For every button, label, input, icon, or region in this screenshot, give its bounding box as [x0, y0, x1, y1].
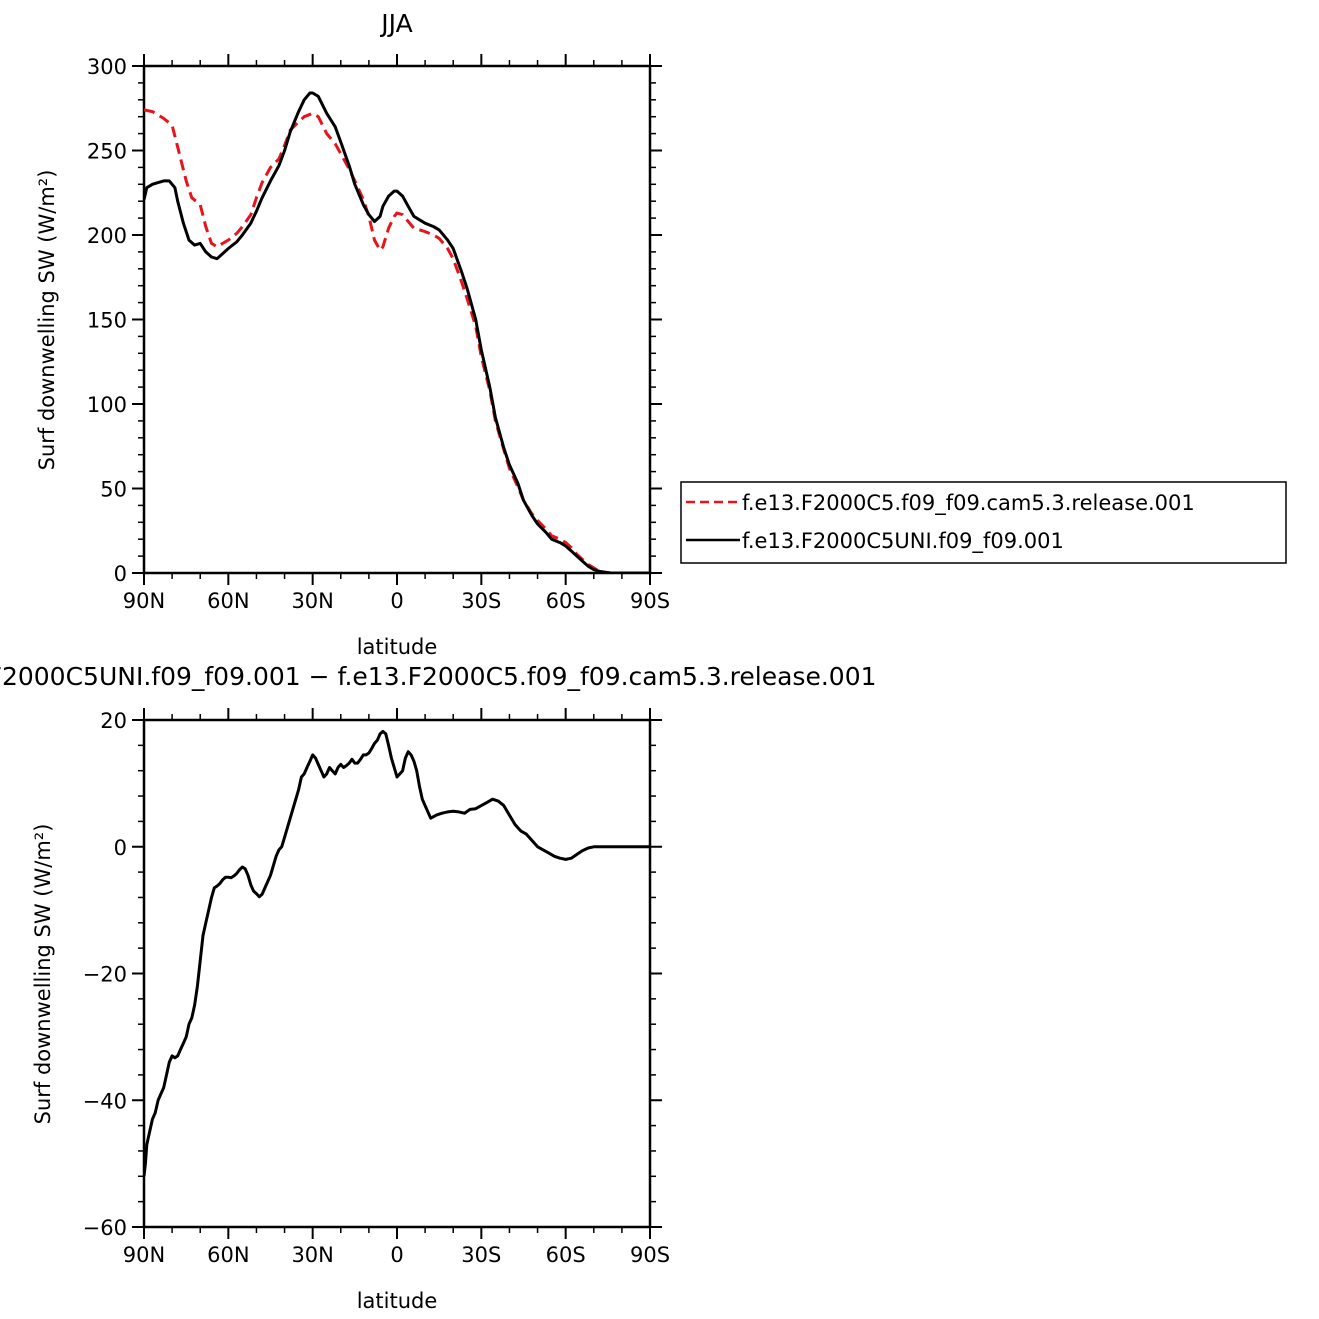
bottom-plot-frame — [142, 718, 652, 1229]
legend-entry-1: f.e13.F2000C5.f09_f09.cam5.3.release.001 — [742, 491, 1195, 516]
top-x-tick-label: 90N — [123, 589, 165, 613]
top-y-tick-label: 200 — [87, 224, 127, 248]
top-title: JJA — [379, 9, 412, 38]
bottom-y-tick-label: −40 — [83, 1089, 127, 1113]
top-y-tick-label: 50 — [100, 478, 127, 502]
bottom-y-axis-label: Surf downwelling SW (W/m²) — [31, 824, 55, 1125]
bottom-series-line-1 — [144, 729, 650, 1177]
top-y-tick-label: 100 — [87, 393, 127, 417]
bottom-y-tick-label: 20 — [100, 709, 127, 733]
bottom-x-tick-label: 30N — [291, 1243, 333, 1267]
bottom-x-tick-label: 90S — [630, 1243, 670, 1267]
bottom-x-tick-label: 60N — [207, 1243, 249, 1267]
top-plot-frame — [142, 64, 652, 575]
bottom-title: f.e13.F2000C5UNI.f09_f09.001 − f.e13.F20… — [0, 662, 876, 691]
top-y-tick-label: 250 — [87, 140, 127, 164]
bottom-x-tick-label: 90N — [123, 1243, 165, 1267]
bottom-x-tick-label: 30S — [461, 1243, 501, 1267]
legend: f.e13.F2000C5.f09_f09.cam5.3.release.001… — [680, 481, 1287, 564]
top-ticks: 90N 60N 30N 0 30S 60S 90S 0 50 100 150 200 250 300 — [87, 54, 670, 613]
top-x-tick-label: 0 — [390, 589, 403, 613]
bottom-series-group — [144, 729, 650, 1177]
bottom-x-axis-label: latitude — [357, 1289, 438, 1313]
bottom-x-tick-label: 60S — [546, 1243, 586, 1267]
top-series-group — [144, 91, 650, 573]
top-y-tick-label: 300 — [87, 55, 127, 79]
top-panel: JJA 90N 60N 30N 0 30S 60S 90S 0 50 100 150 200 250 30… — [35, 9, 670, 659]
legend-entry-2: f.e13.F2000C5UNI.f09_f09.001 — [742, 529, 1064, 554]
top-x-tick-label: 30N — [291, 589, 333, 613]
top-y-axis-label: Surf downwelling SW (W/m²) — [35, 170, 59, 471]
top-x-axis-label: latitude — [357, 635, 438, 659]
top-x-tick-label: 90S — [630, 589, 670, 613]
top-x-tick-label: 60N — [207, 589, 249, 613]
top-series-line-2 — [144, 91, 650, 573]
top-y-tick-label: 150 — [87, 309, 127, 333]
top-series-line-1 — [144, 108, 650, 573]
bottom-ticks: 90N 60N 30N 0 30S 60S 90S −60 −40 −20 0 20 — [83, 708, 670, 1267]
bottom-y-tick-label: 0 — [114, 836, 127, 860]
top-x-tick-label: 60S — [546, 589, 586, 613]
top-y-tick-label: 0 — [114, 562, 127, 586]
top-x-tick-label: 30S — [461, 589, 501, 613]
bottom-y-tick-label: −20 — [83, 963, 127, 987]
bottom-x-tick-label: 0 — [390, 1243, 403, 1267]
legend-box — [680, 481, 1287, 564]
bottom-y-tick-label: −60 — [83, 1216, 127, 1240]
bottom-panel: f.e13.F2000C5UNI.f09_f09.001 − f.e13.F20… — [0, 662, 876, 1313]
